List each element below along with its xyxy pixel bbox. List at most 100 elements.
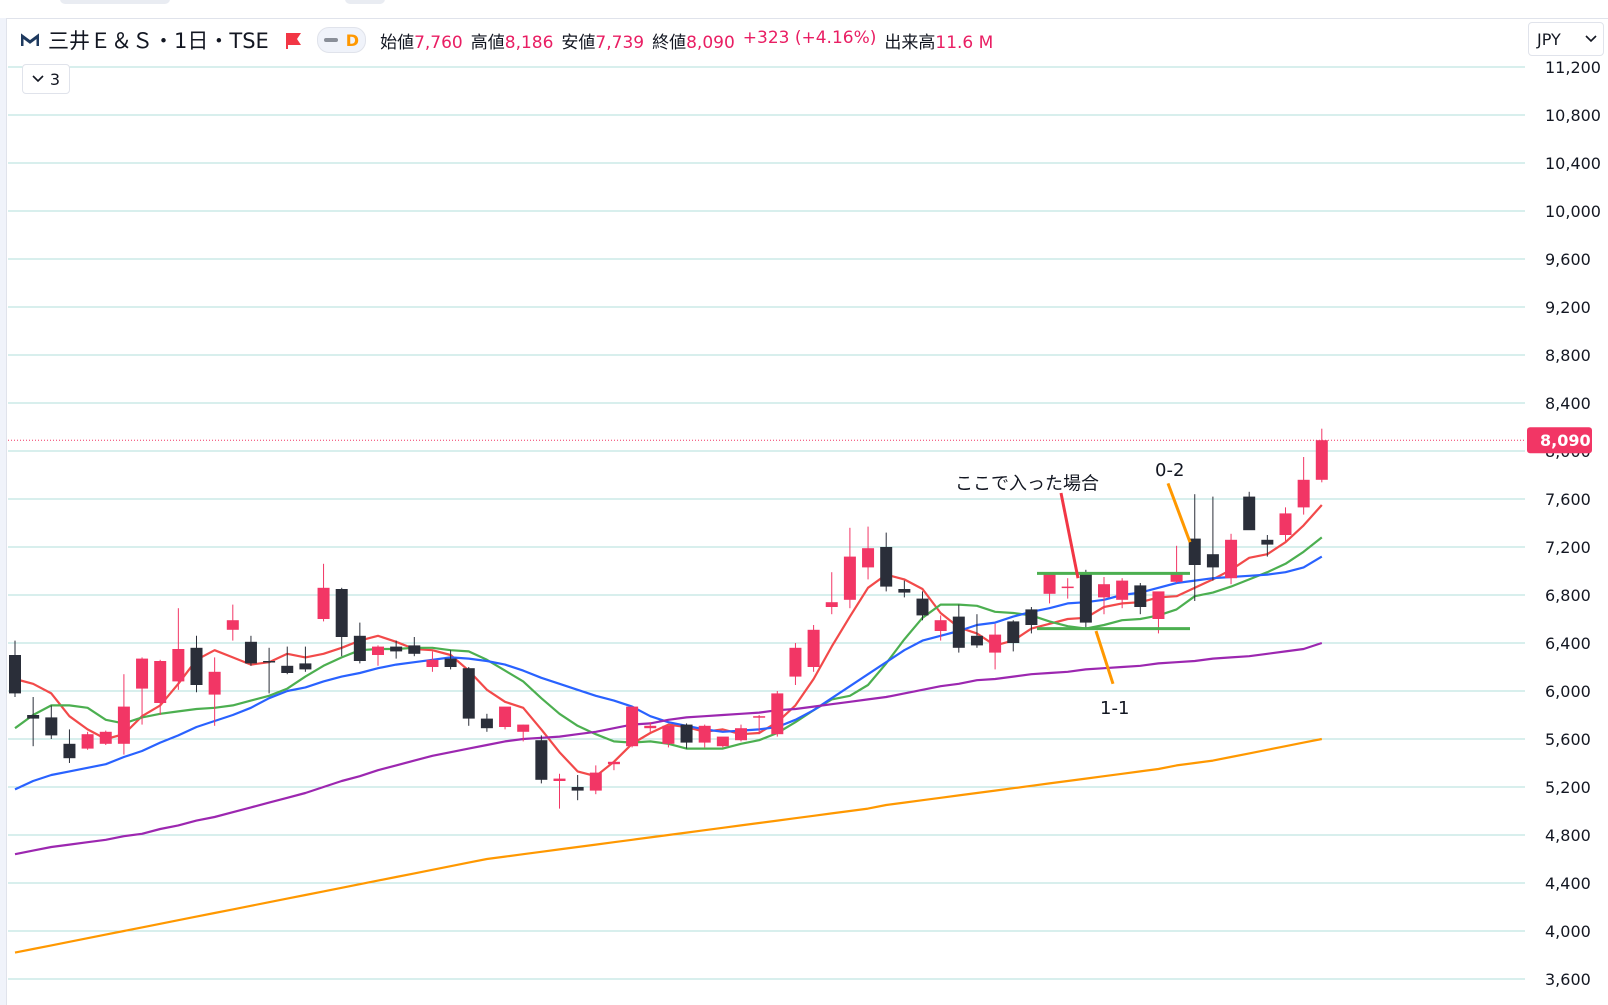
candle-body[interactable]: [1188, 538, 1201, 565]
marker-1-1-line: [1094, 630, 1115, 685]
symbol-legend: 三井Ｅ＆Ｓ・1日・TSE D 始値7,760 高値8,186 安値7,739 終…: [20, 24, 993, 56]
candle-body[interactable]: [880, 547, 893, 587]
candle-body[interactable]: [172, 649, 185, 682]
candle-body[interactable]: [644, 725, 657, 729]
candle-body[interactable]: [372, 646, 384, 655]
candle-body[interactable]: [680, 724, 693, 743]
candle-body[interactable]: [1043, 573, 1056, 594]
candle-body[interactable]: [789, 647, 802, 677]
candle-body[interactable]: [1225, 539, 1238, 579]
candle-body[interactable]: [226, 620, 239, 630]
indicators-collapse-button[interactable]: 3: [22, 64, 70, 94]
candle-body[interactable]: [589, 772, 602, 791]
y-tick-label: 4,800: [1545, 826, 1591, 845]
exchange-logo-icon: [20, 30, 40, 50]
candle-body[interactable]: [735, 728, 747, 741]
candle-body[interactable]: [81, 734, 94, 749]
candle-body[interactable]: [45, 717, 58, 736]
candle-body[interactable]: [154, 661, 167, 703]
candle-body[interactable]: [462, 668, 475, 719]
y-tick-label: 6,800: [1545, 586, 1591, 605]
candle-body[interactable]: [553, 778, 566, 781]
toolbar-tab-hint: [345, 0, 385, 4]
ma60-line: [14, 641, 1323, 856]
candle-body[interactable]: [1098, 584, 1110, 598]
candle-body[interactable]: [535, 740, 548, 780]
candle-body[interactable]: [1079, 572, 1092, 623]
candle-body[interactable]: [753, 716, 766, 718]
y-tick-label: 10,800: [1545, 106, 1601, 125]
candle-body[interactable]: [571, 787, 584, 791]
candle-body[interactable]: [934, 620, 947, 631]
candle-body[interactable]: [27, 715, 40, 719]
candle-body[interactable]: [1297, 479, 1310, 508]
candle-body[interactable]: [989, 634, 1002, 653]
candle-body[interactable]: [952, 616, 965, 648]
chevron-down-icon: [1585, 35, 1597, 43]
candle-body[interactable]: [499, 706, 512, 727]
candle-body[interactable]: [9, 655, 21, 694]
candle-body[interactable]: [1116, 580, 1129, 600]
currency-select[interactable]: JPY: [1528, 22, 1604, 56]
ohlc-readout: 始値7,760 高値8,186 安値7,739 終値8,090 +323 (+4…: [380, 28, 993, 53]
candle-body[interactable]: [662, 725, 675, 744]
flag-icon[interactable]: [283, 29, 305, 51]
candle-body[interactable]: [99, 731, 112, 744]
candle-body[interactable]: [771, 693, 784, 735]
candle-body[interactable]: [517, 724, 530, 732]
candle-body[interactable]: [444, 658, 457, 667]
candle-body[interactable]: [299, 663, 312, 670]
candle-body[interactable]: [335, 589, 348, 637]
y-tick-label: 4,000: [1545, 922, 1591, 941]
candle-body[interactable]: [1279, 513, 1292, 535]
candle-body[interactable]: [390, 646, 403, 652]
ma120-line: [14, 737, 1323, 954]
candle-body[interactable]: [281, 665, 294, 673]
candle-body[interactable]: [970, 635, 983, 646]
candle-body[interactable]: [63, 743, 76, 759]
change-value: +323 (+4.16%): [742, 27, 877, 48]
left-panel-edge: [0, 18, 7, 1005]
candle-body[interactable]: [916, 598, 929, 616]
candle-body[interactable]: [208, 671, 221, 695]
candle-body[interactable]: [1007, 621, 1020, 643]
y-tick-label: 4,400: [1545, 874, 1591, 893]
candle-body[interactable]: [317, 587, 330, 619]
candle-body[interactable]: [862, 548, 875, 568]
market-status-badge[interactable]: D: [316, 27, 367, 53]
candle-body[interactable]: [263, 661, 276, 663]
open-label: 始値: [380, 32, 415, 53]
candle-body[interactable]: [807, 629, 820, 667]
candle-body[interactable]: [607, 761, 620, 765]
candle-body[interactable]: [1061, 586, 1074, 589]
candle-body[interactable]: [1315, 440, 1328, 480]
candle-body[interactable]: [898, 589, 911, 593]
candle-body[interactable]: [1170, 573, 1183, 582]
candle-body[interactable]: [1261, 539, 1274, 545]
y-tick-label: 11,200: [1545, 58, 1601, 77]
candle-body[interactable]: [190, 647, 203, 685]
candle-body[interactable]: [1152, 591, 1165, 619]
candle-body[interactable]: [1243, 496, 1256, 531]
candle-body[interactable]: [626, 706, 639, 747]
y-tick-label: 7,200: [1545, 538, 1591, 557]
symbol-title[interactable]: 三井Ｅ＆Ｓ・1日・TSE: [48, 29, 269, 53]
toolbar-tab-hint: [60, 0, 170, 4]
candle-body[interactable]: [408, 645, 421, 654]
candle-body[interactable]: [1134, 585, 1147, 607]
y-tick-label: 8,800: [1545, 346, 1591, 365]
candle-body[interactable]: [353, 635, 366, 661]
candle-body[interactable]: [843, 556, 856, 600]
candle-body[interactable]: [698, 725, 711, 743]
candle-body[interactable]: [1206, 554, 1219, 568]
candle-body[interactable]: [716, 736, 729, 747]
candle-body[interactable]: [1025, 609, 1038, 625]
candle-body[interactable]: [480, 718, 493, 729]
candle-body[interactable]: [825, 602, 838, 607]
candle-body[interactable]: [244, 641, 257, 664]
candle-body[interactable]: [117, 706, 130, 744]
candle-body[interactable]: [426, 659, 439, 667]
candle-body[interactable]: [136, 658, 149, 689]
delayed-badge: D: [345, 30, 360, 50]
